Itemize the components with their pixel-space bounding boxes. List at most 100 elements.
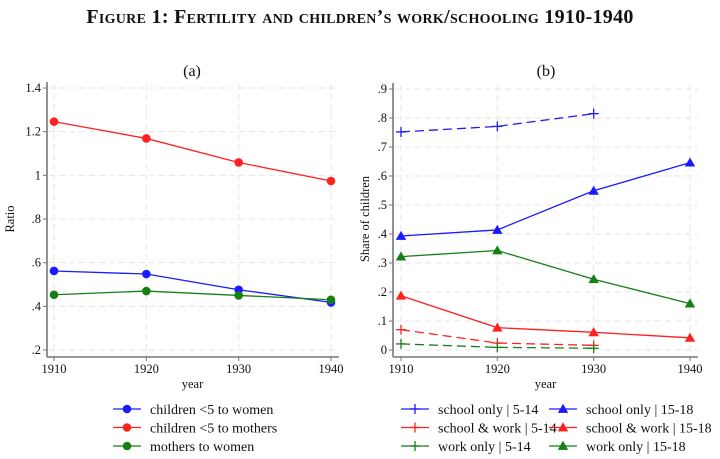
x-tick-label: 1940 [319,362,344,376]
triangle-data-point [588,327,599,337]
series-line [400,343,594,349]
triangle-data-point [492,245,503,255]
circle-data-point [49,290,59,300]
panel-title: (b) [537,63,556,80]
series-line [53,290,332,301]
legend-label: work only | 5-14 [438,440,531,455]
y-tick-label: 1.2 [25,125,41,139]
circle-data-point [49,266,59,276]
series-line [400,295,691,339]
legend-item: school & work | 15-18 [549,422,712,437]
plus-data-point [396,324,406,335]
series-line [400,162,691,237]
legend-label: children <5 to women [150,403,273,418]
y-tick-label: 0 [381,343,387,357]
legend-label: children <5 to mothers [150,422,277,437]
plus-data-point [588,343,599,354]
y-tick-label: 1 [35,168,41,182]
plus-data-point [492,342,503,353]
circle-data-point [234,158,243,167]
legend-circle-marker [122,441,132,451]
plus-data-point [396,338,406,349]
series-work-only-5-14 [396,338,599,354]
series-children-5-to-mothers [49,117,336,186]
series-line [400,113,594,133]
series-children-5-to-women [49,266,336,307]
x-tick-label: 1920 [134,362,159,376]
y-tick-label: .6 [378,169,387,183]
x-tick-label: 1940 [678,362,703,376]
legend-circle-marker [122,423,132,432]
triangle-data-point [492,224,503,234]
legend-plus-marker [410,422,420,433]
y-tick-label: .7 [378,140,387,154]
series-mothers-to-women [49,286,336,305]
series-school-only-5-14 [396,108,599,137]
chart-panel-a: .2 .4 .6 .8 1 1.2 1.4 1910 1920 1930 1940 (a) year Ra… [3,63,344,455]
y-tick-label: .2 [378,285,387,299]
circle-data-point [142,269,151,279]
panel-title: (a) [183,63,201,80]
y-tick-label: .5 [378,198,387,212]
x-axis-title: year [535,377,557,391]
x-tick-label: 1930 [226,362,251,376]
y-tick-label: .6 [32,256,41,270]
legend-a: children <5 to women children <5 to mothe… [113,403,277,455]
chart-panel-b: 0 .1 .2 .3 .4 .5 .6 .7 .8 .9 1910 1920 1930 1940 (b) ye… [358,63,712,455]
legend-plus-marker [410,404,420,414]
triangle-data-point [684,298,696,308]
plus-data-point [396,126,406,137]
y-tick-label: .9 [378,82,387,96]
y-tick-label: .2 [32,343,41,357]
plus-data-point [492,121,503,132]
legend-item: children <5 to women [113,403,273,418]
x-tick-label: 1930 [581,362,606,376]
y-axis-title: Share of children [358,175,372,262]
x-axis-title: year [182,377,204,391]
legend-b: school only | 5-14 school & work | 5-14 wo… [401,403,712,455]
legend-label: school only | 15-18 [586,403,693,418]
legend-item: school only | 15-18 [549,403,693,418]
y-tick-label: 1.4 [25,81,41,95]
circle-data-point [142,286,151,296]
legend-item: children <5 to mothers [113,422,277,437]
legend-item: work only | 5-14 [401,440,531,455]
legend-label: school & work | 15-18 [586,422,712,437]
x-tick-label: 1910 [389,362,414,376]
series-line [400,249,691,305]
circle-data-point [326,295,336,305]
legend-triangle-marker [557,403,569,413]
x-tick-label: 1920 [485,362,510,376]
series-work-only-15-18 [395,245,696,308]
x-tick-label: 1910 [42,362,67,376]
y-tick-label: .8 [32,212,41,226]
legend-label: mothers to women [150,440,254,455]
series-school-only-15-18 [395,157,696,240]
y-tick-label: .4 [32,299,42,313]
legend-label: school only | 5-14 [438,403,538,418]
circle-data-point [142,134,151,143]
series-line [53,270,332,304]
legend-triangle-marker [557,422,569,432]
figure-title: Figure 1: Fertility and children’s work/… [86,6,634,28]
legend-triangle-marker [557,440,569,450]
legend-label: work only | 15-18 [586,440,686,455]
triangle-data-point [684,157,696,167]
y-tick-label: .8 [378,111,387,125]
y-tick-label: .4 [378,227,388,241]
y-tick-label: .3 [378,256,387,270]
legend-item: school & work | 5-14 [401,422,557,437]
triangle-data-point [395,230,407,240]
series-line [400,329,594,347]
triangle-data-point [684,332,696,342]
triangle-data-point [588,274,599,284]
legend-plus-marker [410,441,420,451]
legend-item: school only | 5-14 [401,403,538,418]
y-axis-title: Ratio [3,205,17,232]
legend-circle-marker [122,404,132,414]
circle-data-point [49,117,59,126]
triangle-data-point [395,290,407,300]
triangle-data-point [395,251,407,261]
circle-data-point [234,291,243,300]
